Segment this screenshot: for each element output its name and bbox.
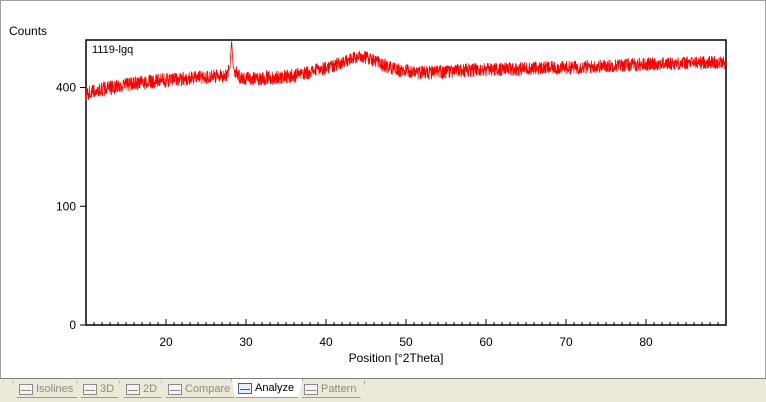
x-tick-label: 60: [479, 335, 493, 349]
xrd-chart: 20 30 40 50 60 70 80 0 100 400 Position [°2Theta] 1…: [56, 39, 727, 365]
x-tick-label: 20: [159, 335, 173, 349]
pattern-icon: [304, 384, 318, 395]
tab-label: Analyze: [255, 382, 295, 394]
tab-isolines[interactable]: Isolines: [12, 381, 82, 398]
y-tick-label: 400: [56, 81, 76, 95]
isolines-icon: [19, 384, 33, 395]
diffractogram-line: [85, 41, 727, 101]
tab-label: 2D: [143, 383, 158, 395]
tab-label: Compare: [185, 383, 231, 395]
tab-2d[interactable]: 2D: [119, 381, 166, 398]
y-tick-label: 0: [69, 318, 76, 332]
series-label: 1119-lgq: [92, 44, 133, 56]
view-tabbar: Isolines 3D 2D Compare Analyze Pattern: [0, 378, 766, 402]
2d-icon: [126, 384, 140, 395]
tab-analyze[interactable]: Analyze: [231, 379, 303, 398]
x-tick-label: 80: [639, 335, 653, 349]
compare-icon: [168, 384, 182, 395]
tab-pattern[interactable]: Pattern: [297, 381, 365, 398]
y-tick-label: 100: [56, 199, 76, 213]
tab-label: Pattern: [321, 383, 357, 395]
plot-area: [85, 39, 727, 326]
tab-label: Isolines: [36, 383, 74, 395]
tab-label: 3D: [100, 383, 115, 395]
x-tick-label: 40: [319, 335, 333, 349]
3d-icon: [83, 384, 97, 395]
x-tick-label: 30: [239, 335, 253, 349]
tab-compare[interactable]: Compare: [161, 381, 239, 398]
x-tick-label: 70: [559, 335, 573, 349]
analyze-icon: [238, 383, 252, 394]
x-tick-label: 50: [399, 335, 413, 349]
x-axis-label: Position [°2Theta]: [349, 351, 444, 365]
tab-3d[interactable]: 3D: [76, 381, 123, 398]
y-axis-label: Counts: [9, 24, 48, 38]
